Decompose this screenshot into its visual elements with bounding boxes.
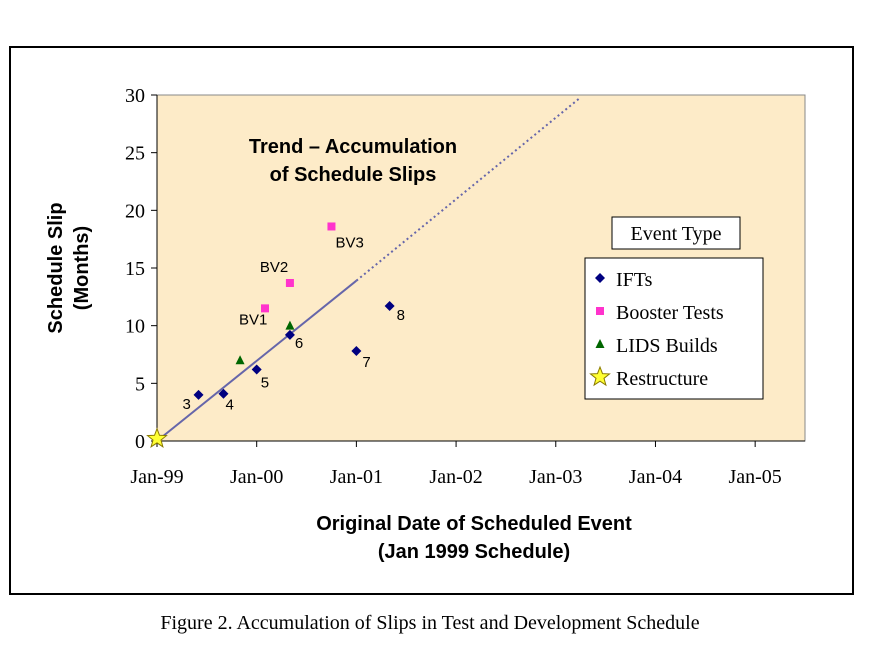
trend-line-dotted — [355, 96, 582, 282]
point-label: BV2 — [260, 259, 288, 276]
x-tick-label: Jan-04 — [629, 466, 682, 488]
legend-diamond-icon — [595, 273, 605, 283]
marker-diamond — [384, 301, 395, 312]
marker-star — [146, 427, 168, 448]
marker-diamond — [218, 388, 229, 399]
legend-frame — [584, 257, 764, 400]
legend-title-frame — [611, 216, 741, 250]
point-label: 6 — [295, 335, 303, 352]
point-label: BV3 — [335, 234, 363, 251]
marker-diamond — [351, 346, 362, 357]
marker-diamond — [284, 329, 295, 340]
x-tick-label: Jan-05 — [728, 466, 781, 488]
x-tick-label: Jan-03 — [529, 466, 582, 488]
x-axis-sublabel: (Jan 1999 Schedule) — [378, 541, 570, 563]
marker-square — [261, 304, 269, 313]
point-label: 8 — [397, 307, 405, 324]
y-axis-sublabel: (Months) — [71, 226, 93, 310]
point-label: 5 — [261, 374, 269, 391]
marker-square — [327, 222, 336, 231]
legend-triangle-icon — [595, 339, 605, 348]
x-axis: Jan-99 Jan-00 Jan-01 Jan-02 Jan-03 Jan-04 Jan-… — [130, 440, 805, 488]
legend-items: IFTs Booster Tests LIDS Builds Restructure — [589, 269, 724, 390]
y-tick-label: 0 — [135, 431, 145, 453]
point-label: 4 — [225, 397, 233, 414]
legend-star-icon — [589, 365, 611, 387]
y-axis-title: Schedule Slip (Months) — [45, 202, 93, 333]
point-label: 7 — [362, 354, 370, 371]
y-axis: 0 5 10 15 20 25 30 — [125, 85, 158, 453]
marker-diamond — [251, 364, 262, 375]
marker-square — [285, 278, 294, 287]
y-tick-label: 15 — [125, 258, 145, 280]
trend-line-solid — [156, 279, 358, 442]
x-tick-label: Jan-99 — [130, 466, 183, 488]
legend-label: IFTs — [616, 269, 653, 291]
x-tick-label: Jan-00 — [230, 466, 283, 488]
marker-triangle — [235, 355, 245, 365]
chart-title-line-1: Trend – Accumulation — [249, 136, 457, 158]
legend-title: Event Type — [631, 223, 722, 245]
point-label: BV1 — [239, 311, 267, 328]
chart-title-line-2: of Schedule Slips — [270, 164, 437, 186]
legend-label: Restructure — [616, 368, 708, 390]
y-tick-label: 5 — [135, 373, 145, 395]
legend-title-box: Event Type — [611, 216, 741, 250]
marker-diamond — [193, 389, 204, 400]
y-tick-label: 30 — [125, 85, 145, 107]
legend-square-icon — [596, 307, 604, 315]
legend-label: LIDS Builds — [616, 335, 718, 357]
y-axis-label: Schedule Slip — [45, 202, 67, 333]
y-tick-label: 10 — [125, 316, 145, 338]
point-label: 3 — [183, 396, 191, 413]
x-tick-label: Jan-01 — [330, 466, 383, 488]
y-tick-label: 25 — [125, 143, 145, 165]
figure-caption: Figure 2. Accumulation of Slips in Test … — [160, 612, 699, 634]
legend: IFTs Booster Tests LIDS Builds Restructure — [584, 257, 764, 400]
data-points: 3 4 5 6 7 8 BV1 BV2 BV3 — [146, 222, 405, 448]
marker-triangle — [285, 320, 295, 330]
y-tick-label: 20 — [125, 200, 145, 222]
trend-line — [156, 96, 582, 442]
x-axis-label: Original Date of Scheduled Event — [316, 513, 632, 535]
x-tick-label: Jan-02 — [429, 466, 482, 488]
legend-label: Booster Tests — [616, 302, 724, 324]
